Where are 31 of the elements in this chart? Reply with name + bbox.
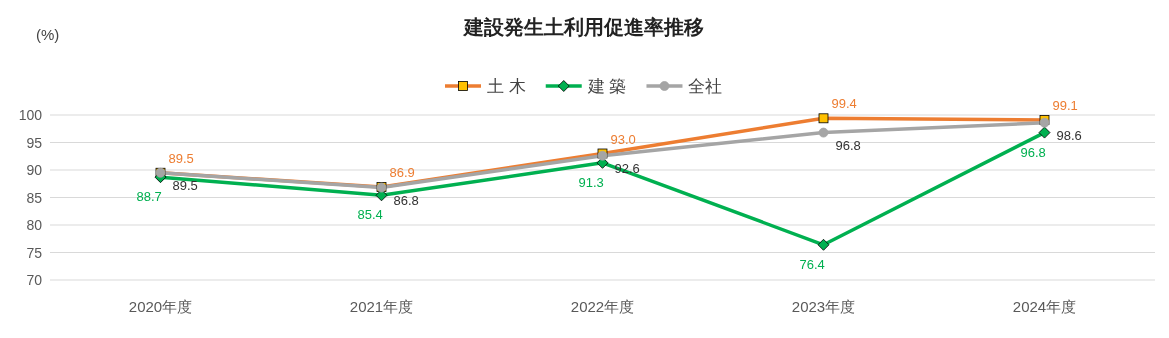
data-label: 86.9 xyxy=(389,165,415,181)
data-label: 96.8 xyxy=(1020,144,1046,160)
data-label: 93.0 xyxy=(610,131,636,147)
data-label: 91.3 xyxy=(578,174,604,190)
legend-label: 全社 xyxy=(688,77,723,96)
y-tick-label: 95 xyxy=(26,134,43,151)
data-label: 98.6 xyxy=(1056,127,1082,143)
x-tick-label: 2022年度 xyxy=(570,298,635,315)
data-label: 89.5 xyxy=(168,150,194,166)
x-tick-label: 2024年度 xyxy=(1012,298,1077,315)
data-label: 99.4 xyxy=(831,96,857,112)
data-label: 76.4 xyxy=(799,256,825,272)
y-tick-label: 75 xyxy=(26,244,43,261)
y-tick-label: 90 xyxy=(26,162,43,178)
y-axis-title: (%) xyxy=(36,26,60,43)
data-label: 89.5 xyxy=(172,177,198,193)
data-label: 86.8 xyxy=(393,192,419,208)
data-label: 99.1 xyxy=(1052,97,1078,113)
legend-label: 建 築 xyxy=(586,77,627,96)
chart-title: 建設発生土利用促進率推移 xyxy=(462,16,704,38)
data-label: 85.4 xyxy=(357,207,383,223)
legend-label: 土 木 xyxy=(487,77,526,96)
x-tick-label: 2020年度 xyxy=(128,298,193,315)
data-label: 88.7 xyxy=(136,189,162,205)
y-tick-label: 85 xyxy=(26,189,43,206)
y-tick-label: 100 xyxy=(18,107,43,123)
x-tick-label: 2021年度 xyxy=(349,298,414,315)
y-tick-label: 70 xyxy=(26,272,43,288)
x-tick-label: 2023年度 xyxy=(791,298,856,315)
y-tick-label: 80 xyxy=(26,217,43,233)
data-label: 96.8 xyxy=(835,137,861,153)
